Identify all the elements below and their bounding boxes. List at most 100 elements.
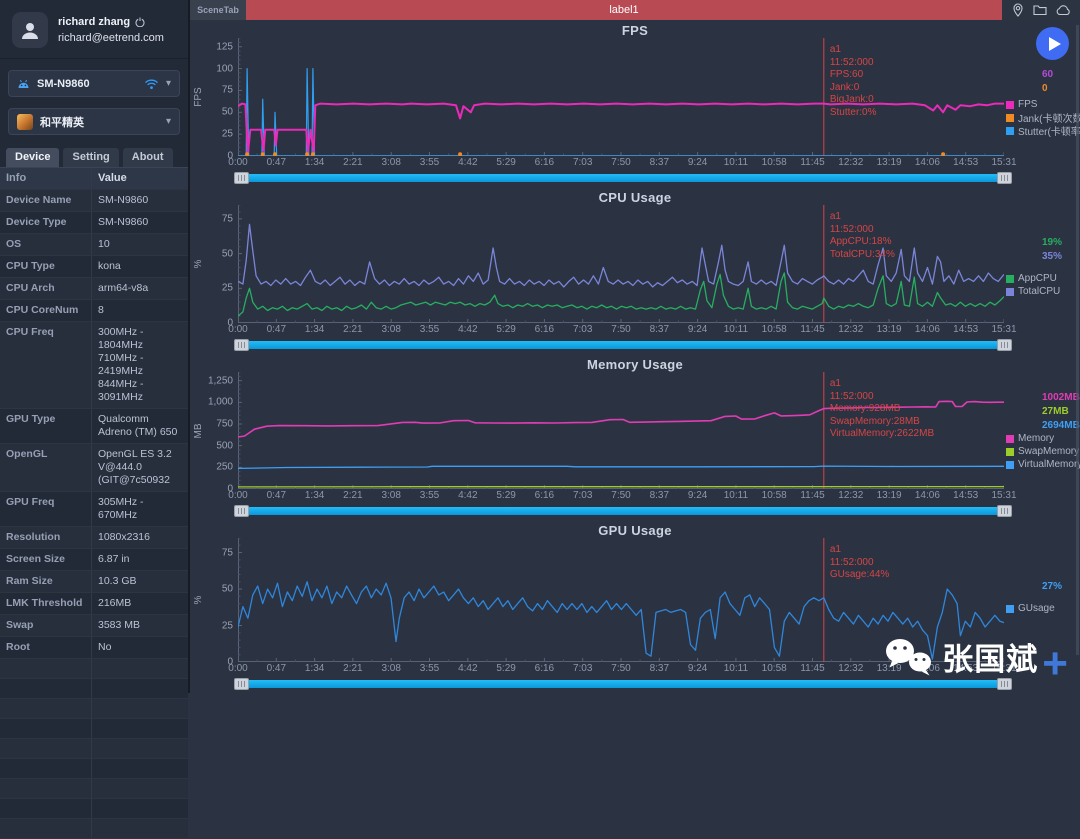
x-tick-label: 7:03	[565, 663, 601, 674]
folder-icon[interactable]	[1033, 4, 1047, 16]
y-tick-label: 75	[222, 547, 233, 558]
info-value-empty	[92, 799, 188, 818]
x-tick-label: 14:53	[948, 324, 984, 335]
y-tick-label: 500	[216, 440, 233, 451]
x-tick-label: 10:11	[718, 490, 754, 501]
x-tick-label: 12:32	[833, 490, 869, 501]
user-email: richard@eetrend.com	[58, 32, 164, 44]
x-tick-label: 1:34	[297, 490, 333, 501]
game-app-icon	[17, 114, 33, 130]
x-tick-label: 15:31	[986, 490, 1022, 501]
cloud-icon[interactable]	[1056, 5, 1071, 16]
info-key: GPU Freq	[0, 492, 92, 526]
scrollbar-handle-left[interactable]	[234, 505, 249, 517]
legend-item-TotalCPU[interactable]: TotalCPU	[1006, 285, 1060, 298]
info-key-empty	[0, 819, 92, 838]
tab-setting[interactable]: Setting	[63, 148, 118, 167]
info-value: 10.3 GB	[92, 571, 188, 592]
legend-item-AppCPU[interactable]: AppCPU	[1006, 272, 1060, 285]
legend-swatch	[1006, 127, 1014, 135]
wifi-icon	[144, 78, 159, 90]
user-name: richard zhang	[58, 16, 130, 28]
info-row-empty	[0, 679, 188, 699]
y-tick-label: 75	[222, 213, 233, 224]
legend-item-VirtualMemory[interactable]: VirtualMemory	[1006, 458, 1080, 471]
scrollbar-handle-left[interactable]	[234, 172, 249, 184]
vertical-scrollbar[interactable]	[1076, 25, 1079, 655]
legend-item-SwapMemory[interactable]: SwapMemory	[1006, 445, 1080, 458]
scrollbar-track[interactable]	[238, 341, 1008, 349]
current-value: 0	[1042, 82, 1053, 96]
y-tick-label: 50	[222, 107, 233, 118]
time-range-scrollbar[interactable]	[236, 338, 1010, 354]
current-values: 19%35%	[1042, 236, 1062, 264]
tab-about[interactable]: About	[123, 148, 173, 167]
scrollbar-handle-left[interactable]	[234, 678, 249, 690]
x-tick-label: 6:16	[526, 490, 562, 501]
legend-item-Memory[interactable]: Memory	[1006, 432, 1080, 445]
info-value-empty	[92, 659, 188, 678]
x-tick-label: 10:11	[718, 324, 754, 335]
x-tick-label: 2:21	[335, 157, 371, 168]
y-axis-label: MB	[193, 423, 204, 438]
device-selector-label: SM-N9860	[37, 78, 137, 90]
time-range-scrollbar[interactable]	[236, 504, 1010, 520]
sidebar: richard zhang richard@eetrend.com SM	[0, 0, 190, 693]
scrollbar-track[interactable]	[238, 174, 1008, 182]
scene-tab[interactable]: SceneTab	[190, 0, 246, 20]
scrollbar-handle-left[interactable]	[234, 339, 249, 351]
play-button[interactable]	[1036, 27, 1069, 60]
scrollbar-track[interactable]	[238, 680, 1008, 688]
y-tick-label: 25	[222, 620, 233, 631]
info-value-empty	[92, 679, 188, 698]
scrollbar-handle-right[interactable]	[997, 172, 1012, 184]
x-tick-label: 2:21	[335, 663, 371, 674]
legend-label: FPS	[1018, 99, 1037, 110]
power-icon[interactable]	[135, 17, 145, 27]
current-value: 35%	[1042, 250, 1062, 264]
time-range-scrollbar[interactable]	[236, 677, 1010, 693]
x-tick-label: 0:00	[220, 324, 256, 335]
scrollbar-handle-right[interactable]	[997, 505, 1012, 517]
location-pin-icon[interactable]	[1012, 3, 1024, 17]
legend-swatch	[1006, 101, 1014, 109]
y-tick-label: 50	[222, 248, 233, 259]
scene-label-bar[interactable]: label1	[246, 0, 1002, 20]
scrollbar-track[interactable]	[238, 507, 1008, 515]
legend-item-GUsage[interactable]: GUsage	[1006, 602, 1055, 615]
tab-device[interactable]: Device	[6, 148, 59, 167]
x-tick-label: 7:03	[565, 490, 601, 501]
current-value: 27MB	[1042, 405, 1080, 419]
info-row-empty	[0, 759, 188, 779]
time-range-scrollbar[interactable]	[236, 171, 1010, 187]
info-value: kona	[92, 256, 188, 277]
scrollbar-handle-right[interactable]	[997, 678, 1012, 690]
legend-swatch	[1006, 461, 1014, 469]
x-tick-label: 10:58	[756, 324, 792, 335]
app-selector[interactable]: 和平精英 ▾	[8, 108, 180, 135]
play-icon	[1049, 37, 1061, 51]
scrollbar-handle-right[interactable]	[997, 339, 1012, 351]
device-selector[interactable]: SM-N9860 ▾	[8, 70, 180, 97]
x-tick-label: 15:31	[986, 324, 1022, 335]
legend-label: Memory	[1018, 433, 1054, 444]
info-key: Device Type	[0, 212, 92, 233]
legend-item-Stutter[interactable]: Stutter(卡顿率)	[1006, 124, 1080, 137]
x-tick-label: 9:24	[680, 490, 716, 501]
x-tick-label: 3:55	[412, 663, 448, 674]
